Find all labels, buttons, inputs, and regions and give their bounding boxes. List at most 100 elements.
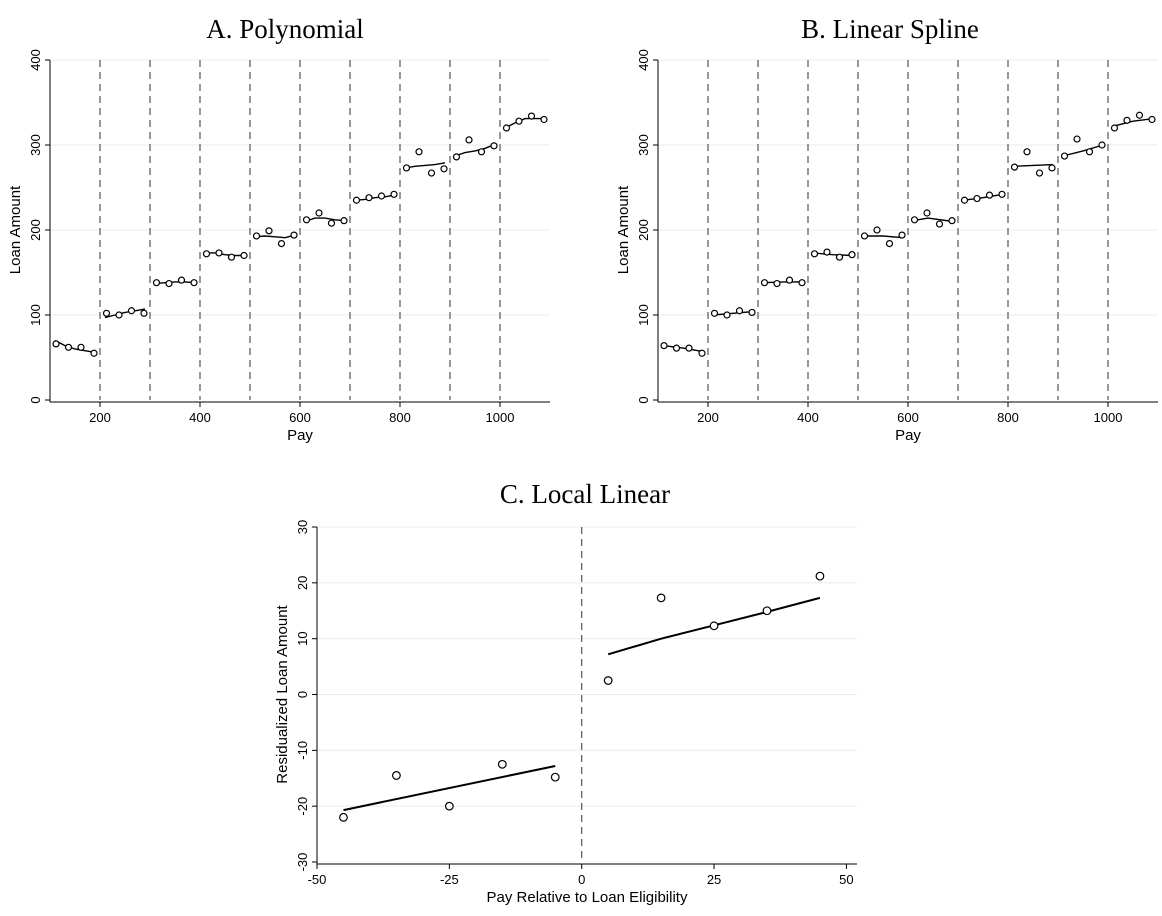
panel-a-data-point xyxy=(227,253,236,261)
panel-b-x-axis-label: Pay xyxy=(895,427,921,444)
panel-b-data-point xyxy=(1048,164,1056,172)
panel-b-y-tick-label: 400 xyxy=(636,49,651,71)
panel-a-data-point xyxy=(277,240,286,248)
panel-a-x-tick-label: 1000 xyxy=(486,410,515,425)
panel-a-data-point xyxy=(352,196,361,204)
panel-b-data-point xyxy=(860,232,869,240)
panel-a-data-point xyxy=(365,194,373,202)
panel-c-y-tick-label: 0 xyxy=(295,691,310,698)
panel-b-fit-line xyxy=(812,252,854,257)
panel-b-data-point xyxy=(923,209,931,217)
panel-a-y-tick-label: 100 xyxy=(28,304,43,326)
panel-c-data-point xyxy=(392,771,401,780)
panel-b-data-point xyxy=(798,279,806,287)
panel-a-data-point xyxy=(290,231,298,239)
panel-b-x-tick-label: 1000 xyxy=(1094,410,1123,425)
panel-b-data-point xyxy=(1010,163,1019,171)
panel-a-data-point xyxy=(465,136,473,144)
panel-a-data-point xyxy=(202,250,211,258)
panel-c-y-tick-label: 20 xyxy=(295,576,310,590)
panel-b-data-point xyxy=(810,250,819,258)
panel-a-data-point xyxy=(152,279,161,287)
panel-a-data-point xyxy=(64,343,73,351)
panel-a-y-tick-label: 300 xyxy=(28,134,43,156)
panel-b-data-point xyxy=(1110,124,1119,132)
panel-a-data-point xyxy=(165,279,173,288)
panel-b-data-point xyxy=(773,279,781,288)
panel-b-fit-line xyxy=(662,344,704,353)
panel-a-title: A. Polynomial xyxy=(206,14,364,44)
panel-a-data-point xyxy=(340,217,348,225)
panel-c-x-tick-label: 0 xyxy=(578,872,585,887)
panel-a-data-point xyxy=(177,276,186,284)
panel-b-data-point xyxy=(698,349,706,357)
panel-a-data-point xyxy=(327,219,336,227)
panel-b-data-point xyxy=(985,191,994,199)
panel-a-data-point xyxy=(140,309,148,317)
panel-b-title: B. Linear Spline xyxy=(801,14,979,44)
panel-b-data-point xyxy=(1073,135,1081,143)
panel-c-title: C. Local Linear xyxy=(500,479,670,509)
panel-b-data-point xyxy=(910,216,919,224)
panel-a-x-tick-label: 600 xyxy=(289,410,311,425)
panel-a-data-point xyxy=(452,153,461,161)
panel-a-fit-line xyxy=(354,194,396,201)
panel-b-data-point xyxy=(1035,169,1044,177)
panel-b-x-tick-label: 400 xyxy=(797,410,819,425)
panel-b-fit-line xyxy=(962,193,1004,201)
panel-a-data-point xyxy=(240,251,248,260)
panel-a-fit-line xyxy=(205,252,245,257)
panel-b-data-point xyxy=(760,279,769,287)
panel-b-x-tick-label: 800 xyxy=(997,410,1019,425)
panel-b-data-point xyxy=(660,342,668,350)
panel-a-y-axis-label: Loan Amount xyxy=(7,185,24,274)
panel-b-data-point xyxy=(748,308,756,317)
panel-a-data-point xyxy=(265,227,273,235)
panel-a-data-point xyxy=(415,148,423,156)
panel-b-fit-line xyxy=(1012,163,1054,167)
panel-a-data-point xyxy=(315,209,323,217)
panel-b-y-tick-label: 300 xyxy=(636,134,651,156)
panel-c-x-tick-label: -25 xyxy=(440,872,459,887)
panel-c-y-tick-label: 30 xyxy=(295,520,310,534)
panel-a-x-tick-label: 200 xyxy=(89,410,111,425)
panel-b-data-point xyxy=(848,251,856,259)
panel-a-data-point xyxy=(77,343,85,351)
panel-a-y-tick-label: 0 xyxy=(28,396,43,403)
panel-b-data-point xyxy=(873,226,881,234)
panel-a-data-point xyxy=(102,309,111,317)
panel-a-y-tick-label: 200 xyxy=(28,219,43,241)
panel-c-data-point xyxy=(497,759,507,769)
panel-b-data-point xyxy=(1123,116,1131,124)
panel-a-data-point xyxy=(490,142,498,150)
panel-a-data-point xyxy=(252,232,261,240)
panel-b-data-point xyxy=(935,220,944,228)
panel-a-fit-line xyxy=(404,162,446,169)
panel-b-y-tick-label: 200 xyxy=(636,219,651,241)
panel-a-x-axis-label: Pay xyxy=(287,427,313,444)
panel-b-data-point xyxy=(948,217,956,225)
panel-b-fit-line xyxy=(712,310,754,316)
panel-a-x-tick-label: 400 xyxy=(189,410,211,425)
panel-a-data-point xyxy=(127,307,136,315)
panel-a-data-point xyxy=(377,192,386,200)
panel-b-data-point xyxy=(1135,111,1144,119)
panel-c-data-point xyxy=(815,571,825,581)
panel-c-y-tick-label: -30 xyxy=(295,853,310,872)
panel-a-data-point xyxy=(540,115,548,124)
panel-c-data-point xyxy=(339,812,348,822)
panel-b-data-point xyxy=(998,190,1006,198)
panel-b-fit-line xyxy=(1062,144,1104,157)
panel-a-data-point xyxy=(115,311,123,319)
panel-b-data-point xyxy=(1148,115,1156,124)
panel-a-fit-line xyxy=(104,308,146,319)
panel-a-fit-line xyxy=(304,217,346,223)
panel-b-fit-line xyxy=(762,281,803,284)
panel-c-y-axis-label: Residualized Loan Amount xyxy=(274,604,291,783)
panel-b-data-point xyxy=(685,344,693,352)
panel-a-data-point xyxy=(190,279,198,287)
panel-a-fit-line xyxy=(454,143,496,157)
panel-a-data-point xyxy=(515,117,523,125)
panel-c-y-tick-label: -20 xyxy=(295,797,310,816)
